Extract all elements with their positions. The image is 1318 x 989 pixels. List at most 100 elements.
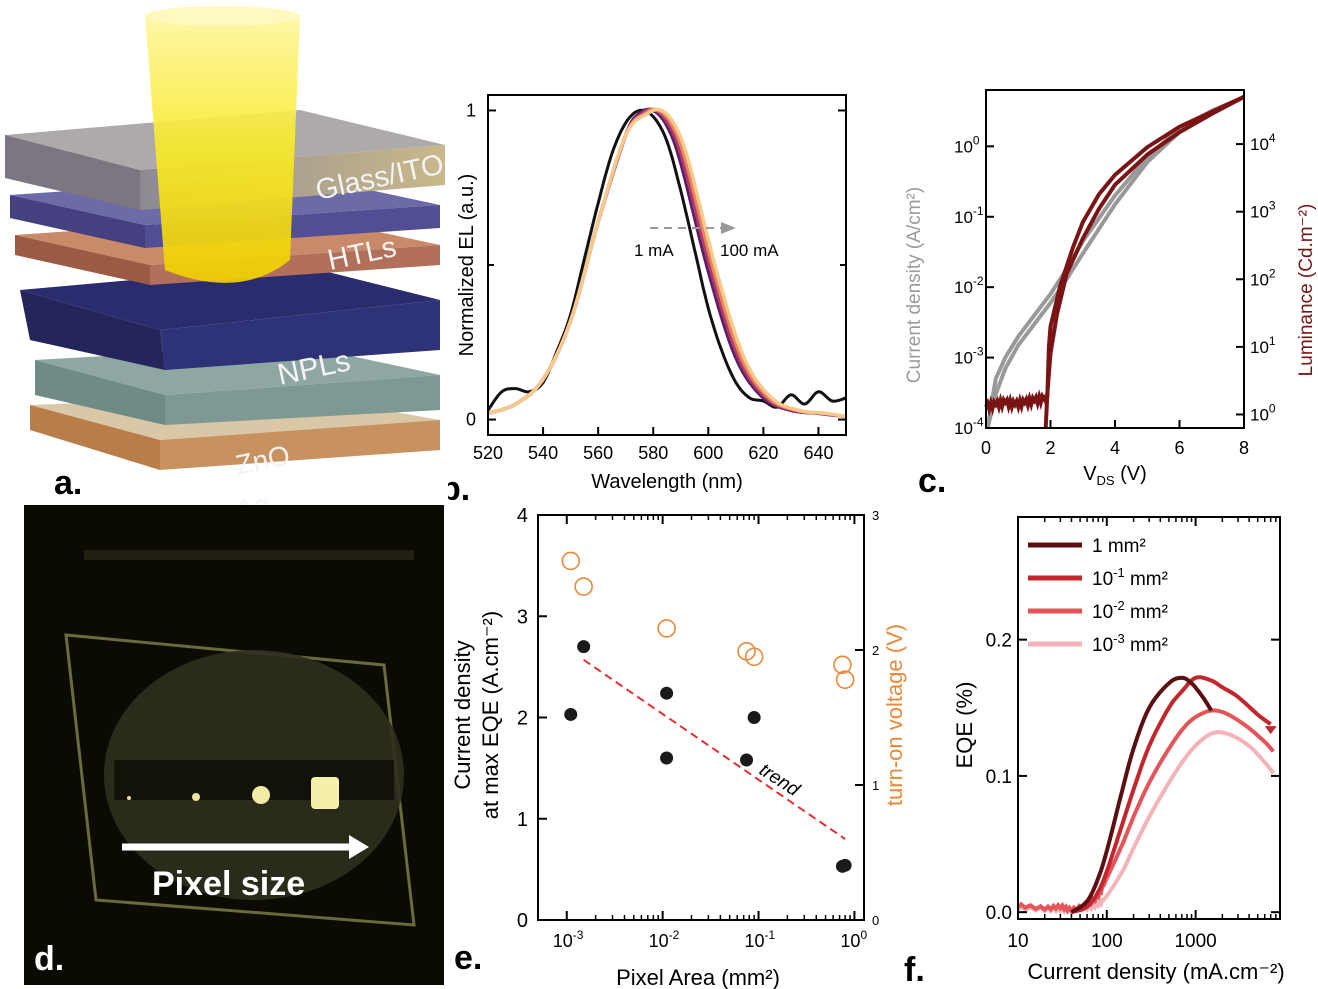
panel-e-ytick-left-label: 2 [517,708,528,730]
panel-c-xlabel-main: V [1083,463,1097,485]
panel-f-ylabel: EQE (%) [952,682,977,769]
panel-b-xtick-label: 560 [583,443,613,463]
panel-f-xtick-label: 100 [1091,931,1123,952]
panel-f-series-0 [1070,675,1214,914]
panel-e-point-voltage [744,647,764,667]
panel-c-ytick-right-label: 100 [1250,401,1276,424]
panel-c-xlabel-unit: (V) [1115,463,1147,485]
panel-c-ytick-right-label: 103 [1250,199,1276,222]
panel-c-xtick-label: 0 [981,438,991,458]
panel-e-xtick-label: 10-2 [649,928,680,951]
panel-b-annot-to: 100 mA [720,241,779,260]
panel-c-ytick-left-label: 10-1 [954,204,984,227]
pixel-size-caption: Pixel size [152,865,305,903]
panel-f-xtick-label: 10 [1007,931,1028,952]
panel-e-trend-line [583,658,846,840]
panel-b-xtick-label: 520 [473,443,503,463]
panel-b-series-2 [487,107,847,419]
panel-e-chart: 10-3 10-2 10-1 100 0 1 2 3 4 0 1 2 3 Pixel Area (mm²… [450,505,907,989]
pixel-4 [311,777,339,809]
light-beam [144,6,300,283]
panel-b-ytick-label: 0 [466,410,476,430]
panel-b-series-3 [487,107,847,419]
panel-c-series-1 [985,95,1245,429]
panel-b-xtick-label: 540 [528,443,558,463]
panel-c-ytick-left-label: 10-3 [954,345,984,368]
panel-f-series-2 [1016,708,1275,915]
panel-a-illustration: Glass/ITO HTLs NPLs ZnO Ag a. [5,6,447,526]
panel-letter-e: e. [454,939,482,977]
panel-b-xtick-label: 640 [803,443,833,463]
panel-e-point-current [577,640,591,654]
panel-b-annot-from: 1 mA [634,241,674,260]
panel-c-series-2 [984,94,1245,417]
panel-e-point-voltage [833,655,852,675]
panel-c-series-3 [1043,95,1245,429]
panel-b-xlabel: Wavelength (nm) [591,471,743,493]
panel-b-ytick-label: 1 [466,100,476,120]
panel-letter-b: b. [448,470,470,500]
panel-e-ytick-right-label: 2 [872,643,879,658]
panel-c-xtick-label: 2 [1045,438,1055,458]
panel-c-ytick-right-label: 102 [1250,266,1276,289]
panel-e-xlabel: Pixel Area (mm²) [616,965,780,989]
panel-e-ylabel-line2: at max EQE (A.cm⁻²) [478,611,503,819]
panel-e-point-current [747,711,761,724]
panel-e-ytick-right-label: 1 [872,778,879,793]
panel-c-xlabel-sub: DS [1097,473,1115,488]
npl-layer [20,265,440,370]
panel-f-arrow-icon [1264,726,1277,735]
panel-b-series-1 [487,107,847,419]
panel-e-ylabel-line1: Current density [450,640,475,789]
arrow-head-icon [349,835,369,859]
panel-e-point-current [564,707,578,721]
pixel-3 [252,786,270,804]
panel-b-series-4 [487,107,847,419]
panel-f-legend-label: 10-1 mm² [1092,565,1168,590]
panel-f-ytick-label: 0.0 [986,903,1012,924]
panel-e-point-current [838,858,852,872]
panel-e-point-voltage [574,577,593,596]
panel-b-arrow-head-icon [721,222,736,234]
panel-c-ytick-left-label: 10-2 [954,274,984,297]
panel-b-xtick-label: 580 [638,443,668,463]
panel-f-series-1 [1070,675,1272,915]
panel-c-ylabel-right: Luminance (Cd.m⁻²) [1296,204,1317,377]
pixel-1 [127,796,131,800]
panel-f-legend-label: 1 mm² [1092,536,1146,557]
panel-f-ytick-label: 0.1 [986,767,1012,788]
panel-e-point-current [740,753,754,767]
panel-e-xtick-label: 100 [840,928,867,951]
panel-f-legend-label: 10-2 mm² [1092,598,1168,623]
panel-e-ylabel-right: turn-on voltage (V) [882,624,907,806]
panel-c-xtick-label: 6 [1174,438,1184,458]
panel-f-xlabel: Current density (mA.cm⁻²) [1027,959,1284,984]
panel-e-ytick-right-label: 3 [872,508,879,523]
panel-b-series-0 [486,108,847,412]
panel-c-chart: 0 2 4 6 810-410-310-210-1100100101102103104 … [904,89,1317,500]
panel-b-ylabel: Normalized EL (a.u.) [456,174,478,357]
panel-c-ytick-left-label: 100 [954,133,980,156]
panel-b-xtick-label: 620 [748,443,778,463]
panel-letter-d: d. [34,940,64,978]
panel-e-ytick-left-label: 3 [517,606,528,628]
panel-c-ytick-left-label: 10-4 [954,415,984,438]
panel-f-chart: 10 100 1000 0.0 0.1 0.2 1 mm² 10-1 mm² 10-2 mm²… [904,516,1285,989]
panel-c-xtick-label: 8 [1239,438,1249,458]
panel-e-ytick-left-label: 1 [517,809,528,831]
panel-c-xlabel: VDS (V) [1083,463,1147,488]
panel-e-point-voltage [657,619,676,638]
panel-e-ytick-left-label: 4 [517,505,528,527]
panel-e-point-voltage [835,670,855,689]
panel-c-ytick-right-label: 101 [1250,334,1276,357]
panel-e-frame [537,514,865,921]
panel-letter-c: c. [918,462,946,500]
panel-f-legend-label: 10-3 mm² [1092,631,1168,656]
panel-e-ytick-left-label: 0 [517,910,528,932]
panel-e-ytick-right-label: 0 [872,913,879,928]
panel-c-frame [985,89,1245,429]
pixel-2 [192,793,200,801]
panel-letter-a: a. [54,464,82,502]
panel-e-xtick-label: 10-1 [745,928,776,951]
